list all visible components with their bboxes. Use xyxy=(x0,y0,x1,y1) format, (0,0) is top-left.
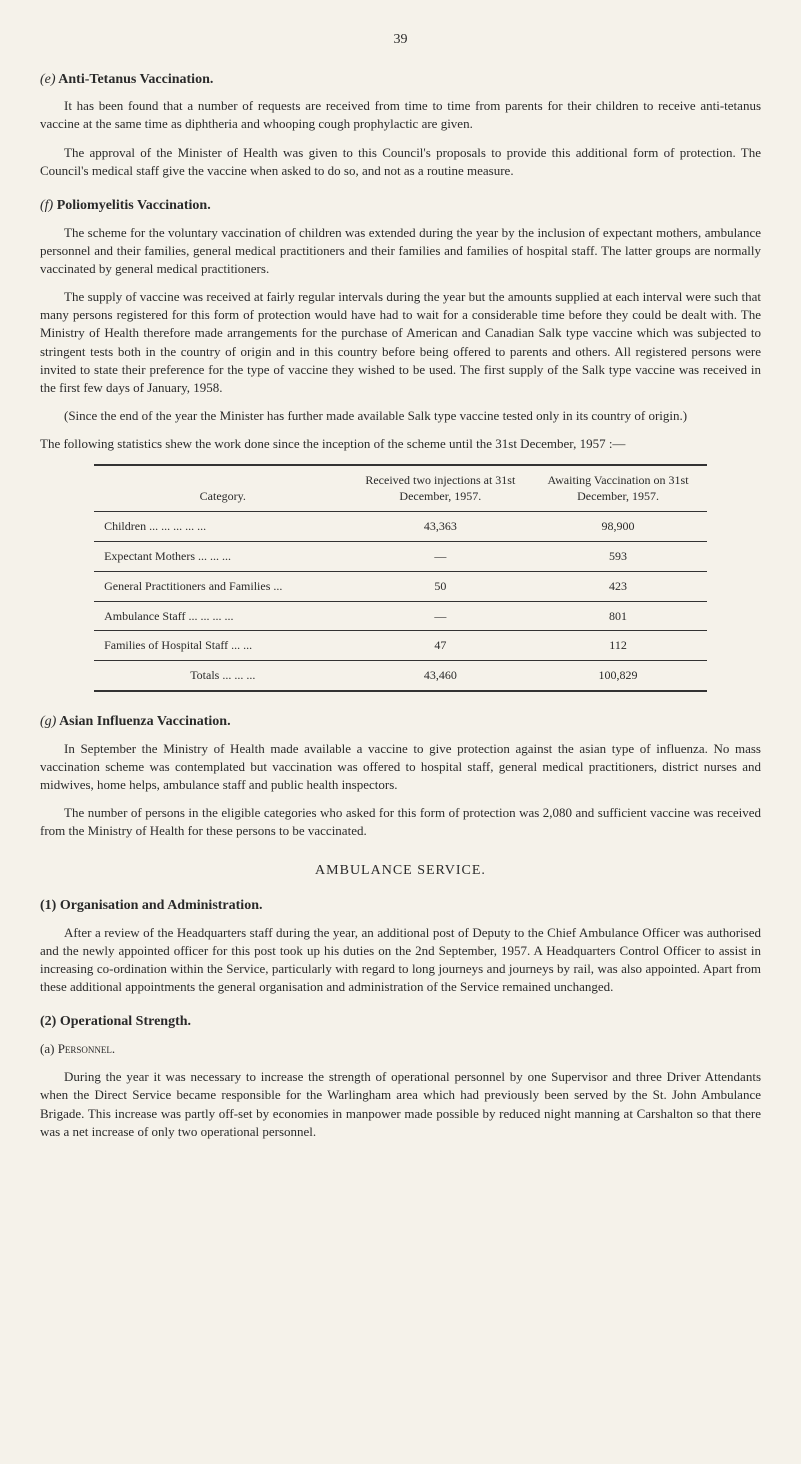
cell-awaiting: 423 xyxy=(529,571,707,601)
section-g-letter: (g) xyxy=(40,714,56,729)
ambulance-s1-p1: After a review of the Headquarters staff… xyxy=(40,924,761,997)
th-received: Received two injections at 31st December… xyxy=(351,465,529,512)
ambulance-s1-title: Organisation and Administration. xyxy=(60,898,263,913)
cell-awaiting: 593 xyxy=(529,541,707,571)
ambulance-s2-sub-a: (a) Personnel. xyxy=(40,1040,761,1058)
sub-a-title: Personnel. xyxy=(58,1041,115,1056)
ambulance-s2-p1: During the year it was necessary to incr… xyxy=(40,1068,761,1141)
cell-awaiting: 112 xyxy=(529,631,707,661)
section-g-p2: The number of persons in the eligible ca… xyxy=(40,804,761,840)
ambulance-s2-title: Operational Strength. xyxy=(60,1014,191,1029)
cell-category: Children ... ... ... ... ... xyxy=(94,512,351,542)
section-e-title: Anti-Tetanus Vaccination. xyxy=(58,72,213,87)
table-row: Families of Hospital Staff ... ... 47 11… xyxy=(94,631,707,661)
ambulance-s2-heading: (2) Operational Strength. xyxy=(40,1012,761,1032)
cell-received: 43,363 xyxy=(351,512,529,542)
cell-received: — xyxy=(351,541,529,571)
cell-received: 50 xyxy=(351,571,529,601)
cell-awaiting: 98,900 xyxy=(529,512,707,542)
th-awaiting: Awaiting Vaccination on 31st December, 1… xyxy=(529,465,707,512)
sub-a-letter: (a) xyxy=(40,1041,54,1056)
cell-category: General Practitioners and Families ... xyxy=(94,571,351,601)
cell-awaiting: 801 xyxy=(529,601,707,631)
section-f-p3: (Since the end of the year the Minister … xyxy=(40,407,761,425)
section-f-letter: (f) xyxy=(40,198,53,213)
section-f-p2: The supply of vaccine was received at fa… xyxy=(40,288,761,397)
table-row: Expectant Mothers ... ... ... — 593 xyxy=(94,541,707,571)
section-e-p1: It has been found that a number of reque… xyxy=(40,97,761,133)
vaccination-table: Category. Received two injections at 31s… xyxy=(94,464,707,692)
cell-category: Expectant Mothers ... ... ... xyxy=(94,541,351,571)
section-f-p4: The following statistics shew the work d… xyxy=(40,435,761,453)
table-row: General Practitioners and Families ... 5… xyxy=(94,571,707,601)
section-f-p1: The scheme for the voluntary vaccination… xyxy=(40,224,761,279)
table-header-row: Category. Received two injections at 31s… xyxy=(94,465,707,512)
section-f-heading: (f) Poliomyelitis Vaccination. xyxy=(40,196,761,216)
cell-category: Ambulance Staff ... ... ... ... xyxy=(94,601,351,631)
cell-category: Families of Hospital Staff ... ... xyxy=(94,631,351,661)
section-e-p2: The approval of the Minister of Health w… xyxy=(40,144,761,180)
totals-received: 43,460 xyxy=(351,661,529,691)
section-g-title: Asian Influenza Vaccination. xyxy=(59,714,231,729)
th-category: Category. xyxy=(94,465,351,512)
ambulance-s2-num: (2) xyxy=(40,1014,56,1029)
section-g-heading: (g) Asian Influenza Vaccination. xyxy=(40,712,761,732)
ambulance-s1-heading: (1) Organisation and Administration. xyxy=(40,896,761,916)
ambulance-s1-num: (1) xyxy=(40,898,56,913)
table-totals-row: Totals ... ... ... 43,460 100,829 xyxy=(94,661,707,691)
table-row: Ambulance Staff ... ... ... ... — 801 xyxy=(94,601,707,631)
section-e-letter: (e) xyxy=(40,72,56,87)
ambulance-heading: AMBULANCE SERVICE. xyxy=(40,861,761,881)
table-row: Children ... ... ... ... ... 43,363 98,9… xyxy=(94,512,707,542)
section-e-heading: (e) Anti-Tetanus Vaccination. xyxy=(40,70,761,90)
totals-label: Totals ... ... ... xyxy=(94,661,351,691)
cell-received: 47 xyxy=(351,631,529,661)
section-g-p1: In September the Ministry of Health made… xyxy=(40,740,761,795)
page-number: 39 xyxy=(40,30,761,50)
section-f-title: Poliomyelitis Vaccination. xyxy=(57,198,211,213)
cell-received: — xyxy=(351,601,529,631)
totals-awaiting: 100,829 xyxy=(529,661,707,691)
